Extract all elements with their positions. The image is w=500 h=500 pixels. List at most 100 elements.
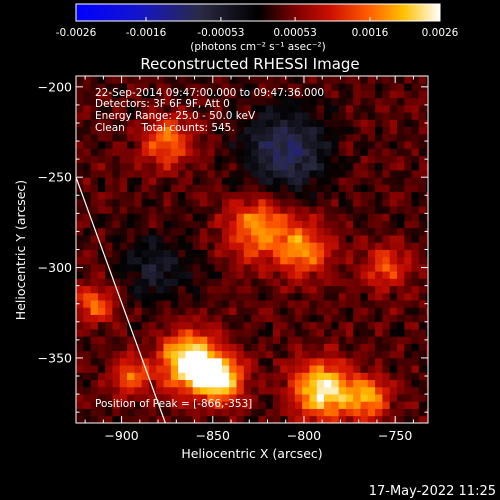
heatmap-cell bbox=[112, 365, 121, 373]
heatmap-cell bbox=[97, 177, 106, 185]
heatmap-cell bbox=[178, 148, 186, 156]
heatmap-cell bbox=[97, 97, 106, 106]
heatmap-cell bbox=[294, 285, 303, 294]
heatmap-cell bbox=[207, 379, 216, 388]
heatmap-cell bbox=[396, 386, 405, 395]
heatmap-cell bbox=[404, 112, 412, 120]
heatmap-cell bbox=[251, 256, 259, 265]
heatmap-cell bbox=[229, 271, 237, 279]
heatmap-cell bbox=[309, 394, 318, 402]
heatmap-cell bbox=[404, 372, 412, 381]
heatmap-cell bbox=[105, 292, 113, 301]
heatmap-cell bbox=[207, 220, 216, 229]
heatmap-cell bbox=[156, 401, 164, 409]
heatmap-cell bbox=[148, 415, 157, 423]
heatmap-cell bbox=[316, 162, 325, 171]
heatmap-cell bbox=[265, 271, 274, 279]
heatmap-cell bbox=[331, 184, 340, 193]
heatmap-cell bbox=[411, 104, 420, 113]
heatmap-cell bbox=[156, 162, 164, 171]
heatmap-cell bbox=[324, 220, 332, 229]
heatmap-cell bbox=[302, 329, 310, 337]
heatmap-cell bbox=[338, 415, 347, 423]
heatmap-cell bbox=[236, 126, 245, 135]
heatmap-cell bbox=[127, 401, 135, 409]
heatmap-cell bbox=[229, 292, 237, 301]
heatmap-cell bbox=[396, 249, 405, 258]
heatmap-cell bbox=[316, 141, 325, 149]
heatmap-cell bbox=[411, 292, 420, 301]
heatmap-cell bbox=[83, 220, 91, 229]
heatmap-cell bbox=[170, 336, 179, 344]
heatmap-cell bbox=[345, 415, 354, 423]
heatmap-cell bbox=[127, 394, 135, 402]
heatmap-cell bbox=[192, 365, 201, 373]
heatmap-cell bbox=[119, 155, 128, 164]
heatmap-cell bbox=[148, 198, 157, 207]
heatmap-cell bbox=[185, 227, 194, 236]
heatmap-cell bbox=[353, 83, 361, 91]
heatmap-cell bbox=[316, 227, 325, 236]
heatmap-cell bbox=[192, 126, 201, 135]
heatmap-cell bbox=[258, 249, 267, 258]
heatmap-cell bbox=[90, 213, 99, 221]
heatmap-cell bbox=[243, 343, 252, 352]
heatmap-cell bbox=[426, 321, 428, 330]
heatmap-cell bbox=[229, 256, 237, 265]
heatmap-cell bbox=[214, 394, 223, 402]
heatmap-cell bbox=[294, 112, 303, 120]
heatmap-cell bbox=[200, 242, 208, 250]
heatmap-cell bbox=[258, 97, 267, 106]
heatmap-cell bbox=[112, 119, 121, 128]
heatmap-cell bbox=[214, 307, 223, 315]
heatmap-cell bbox=[105, 213, 113, 221]
heatmap-cell bbox=[280, 184, 288, 193]
heatmap-cell bbox=[404, 401, 412, 409]
heatmap-cell bbox=[426, 206, 428, 214]
heatmap-cell bbox=[418, 112, 427, 120]
heatmap-cell bbox=[294, 271, 303, 279]
heatmap-cell bbox=[97, 307, 106, 315]
heatmap-cell bbox=[418, 379, 427, 388]
heatmap-cell bbox=[338, 365, 347, 373]
heatmap-cell bbox=[141, 184, 150, 193]
heatmap-cell bbox=[302, 83, 310, 91]
heatmap-cell bbox=[207, 336, 216, 344]
heatmap-cell bbox=[309, 76, 318, 84]
heatmap-cell bbox=[375, 97, 383, 106]
heatmap-cell bbox=[389, 206, 398, 214]
heatmap-cell bbox=[200, 112, 208, 120]
heatmap-cell bbox=[236, 336, 245, 344]
heatmap-cell bbox=[200, 292, 208, 301]
heatmap-cell bbox=[90, 112, 99, 120]
heatmap-cell bbox=[426, 213, 428, 221]
heatmap-cell bbox=[83, 321, 91, 330]
heatmap-cell bbox=[243, 336, 252, 344]
heatmap-cell bbox=[112, 292, 121, 301]
heatmap-cell bbox=[200, 386, 208, 395]
heatmap-cell bbox=[404, 104, 412, 113]
heatmap-cell bbox=[382, 263, 391, 272]
heatmap-cell bbox=[192, 336, 201, 344]
heatmap-cell bbox=[345, 285, 354, 294]
heatmap-cell bbox=[119, 336, 128, 344]
heatmap-cell bbox=[338, 242, 347, 250]
heatmap-cell bbox=[375, 227, 383, 236]
heatmap-cells bbox=[76, 76, 428, 423]
heatmap-cell bbox=[389, 249, 398, 258]
heatmap-cell bbox=[375, 169, 383, 178]
heatmap-cell bbox=[221, 307, 230, 315]
heatmap-cell bbox=[207, 213, 216, 221]
heatmap-cell bbox=[170, 227, 179, 236]
heatmap-cell bbox=[200, 394, 208, 402]
heatmap-cell bbox=[258, 104, 267, 113]
heatmap-cell bbox=[375, 307, 383, 315]
heatmap-cell bbox=[119, 256, 128, 265]
heatmap-cell bbox=[83, 206, 91, 214]
heatmap-cell bbox=[156, 97, 164, 106]
heatmap-cell bbox=[141, 148, 150, 156]
heatmap-cell bbox=[316, 112, 325, 120]
heatmap-cell bbox=[353, 227, 361, 236]
heatmap-cell bbox=[396, 104, 405, 113]
heatmap-cell bbox=[192, 83, 201, 91]
